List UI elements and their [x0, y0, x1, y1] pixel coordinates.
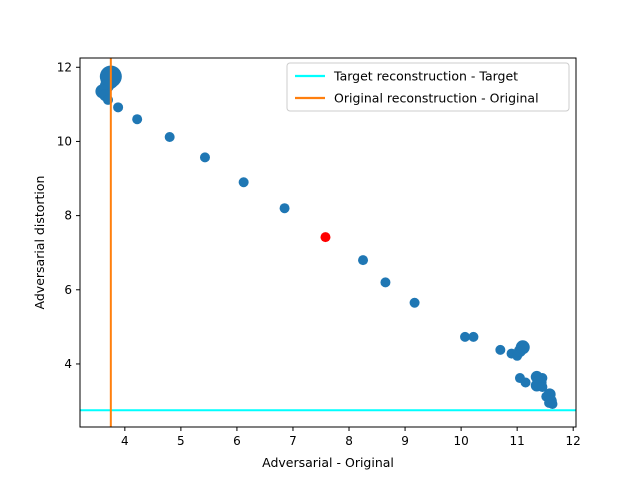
y-tick-label: 12: [57, 60, 72, 74]
data-point: [164, 131, 175, 142]
x-tick-label: 10: [453, 434, 468, 448]
x-tick-label: 6: [233, 434, 241, 448]
plot-content: [80, 58, 576, 427]
y-tick-label: 4: [64, 357, 72, 371]
data-point: [544, 397, 555, 408]
y-tick-label: 10: [57, 134, 72, 148]
y-tick-label: 6: [64, 283, 72, 297]
plot-area: [80, 58, 576, 427]
x-tick-label: 4: [121, 434, 129, 448]
data-point: [358, 255, 369, 266]
y-tick-label: 8: [64, 209, 72, 223]
data-point: [279, 203, 290, 214]
data-point: [132, 114, 143, 125]
legend-label: Target reconstruction - Target: [333, 69, 518, 84]
legend: Target reconstruction - Target Original r…: [286, 62, 570, 112]
highlight-point: [320, 232, 331, 243]
data-point: [468, 331, 479, 342]
y-axis-label: Adversarial distortion: [32, 176, 47, 310]
data-point: [238, 177, 249, 188]
axes: 4 5 6 7 8 9 10 11 12 4 6 8 10 12 Adversarial - Origina…: [32, 57, 581, 470]
data-point: [409, 297, 420, 308]
x-tick-label: 7: [289, 434, 297, 448]
data-point: [460, 331, 471, 342]
x-tick-label: 12: [566, 434, 581, 448]
x-tick-label: 5: [177, 434, 185, 448]
x-tick-label: 9: [401, 434, 409, 448]
x-axis-label: Adversarial - Original: [262, 455, 394, 470]
data-point: [495, 344, 506, 355]
axes-frame: [79, 57, 577, 428]
data-point: [520, 377, 531, 388]
data-point: [537, 381, 548, 392]
x-tick-label: 11: [510, 434, 525, 448]
legend-box: [286, 62, 570, 112]
data-point: [113, 102, 124, 113]
data-point: [515, 340, 530, 355]
legend-label: Original reconstruction - Original: [334, 91, 539, 106]
x-tick-label: 8: [345, 434, 353, 448]
data-point: [380, 277, 391, 288]
data-point: [199, 152, 210, 163]
